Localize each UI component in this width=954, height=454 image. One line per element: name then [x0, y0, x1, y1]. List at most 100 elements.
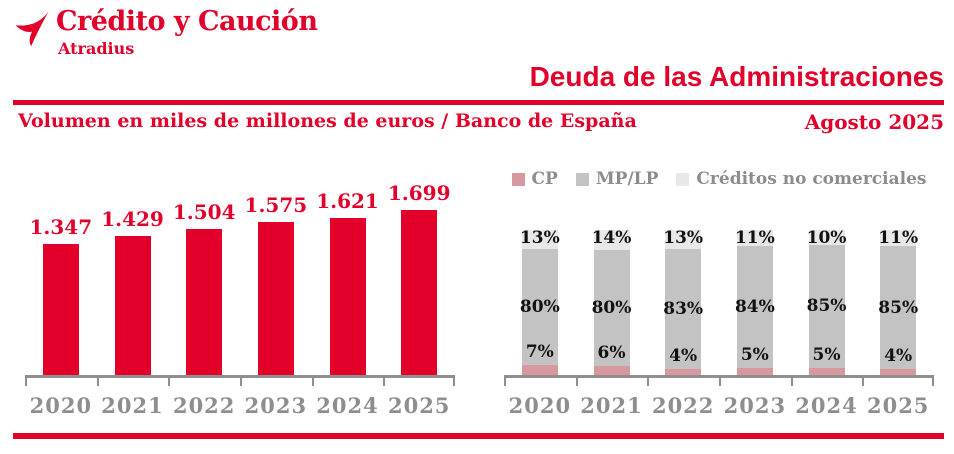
report-date: Agosto 2025	[804, 110, 944, 134]
pct-label-cp: 4%	[669, 346, 698, 367]
volume-bar	[329, 218, 366, 375]
pct-label-no-comerciales: 10%	[806, 228, 847, 248]
legend-swatch	[575, 172, 589, 186]
composition-bar-column: 11% 85% 4%	[862, 228, 934, 375]
volume-bar	[186, 229, 223, 375]
year-label: 2021	[580, 393, 643, 418]
composition-bar-column: 14% 80% 6%	[576, 228, 648, 375]
chart-subtitle: Volumen en miles de millones de euros / …	[18, 110, 637, 132]
composition-plot: 13% 80% 7% 14% 80% 6% 13% 83% 4% 11% 84% 5% 10% 85% 5%…	[504, 228, 934, 375]
axis-tick	[719, 378, 721, 386]
segment-mplp	[521, 248, 558, 365]
meta-row: Volumen en miles de millones de euros / …	[18, 110, 944, 134]
stacked-bar: 11% 85% 4%	[878, 228, 919, 375]
page-title: Deuda de las Administraciones	[529, 61, 944, 92]
segment-creditos	[521, 230, 558, 249]
pct-label-mplp: 85%	[878, 297, 919, 318]
composition-bar-column: 11% 84% 5%	[719, 228, 791, 375]
pct-label-no-comerciales: 11%	[734, 228, 775, 248]
pct-label-mplp: 80%	[519, 296, 560, 317]
composition-x-axis	[504, 375, 934, 388]
segment-creditos	[808, 230, 845, 245]
pct-label-cp: 4%	[884, 346, 913, 367]
volume-bar-column: 1.429	[97, 180, 169, 375]
year-label: 2021	[101, 393, 164, 418]
legend: CP MP/LP Créditos no comerciales	[504, 168, 934, 190]
composition-bar-column: 10% 85% 5%	[791, 228, 863, 375]
bar-value-label: 1.429	[101, 207, 164, 231]
axis-tick	[311, 378, 314, 386]
volume-bar	[257, 222, 294, 375]
year-label: 2022	[651, 393, 715, 418]
pct-label-cp: 5%	[812, 344, 841, 365]
axis-tick	[168, 378, 171, 386]
volume-x-labels: 2020 2021 2022 2023 2024 2025	[25, 393, 455, 418]
year-label: 2022	[172, 393, 236, 418]
axis-tick	[862, 378, 865, 386]
credito-y-caucion-logo-icon	[15, 11, 49, 47]
segment-mplp	[808, 244, 845, 368]
pct-label-cp: 7%	[525, 341, 554, 362]
axis-tick	[647, 378, 650, 386]
volume-plot: 1.347 1.429 1.504 1.575 1.621 1.699	[25, 180, 455, 375]
pct-label-mplp: 83%	[663, 299, 704, 320]
volume-bar	[42, 244, 79, 375]
logo-subtitle: Atradius	[58, 39, 135, 58]
pct-label-no-comerciales: 13%	[663, 228, 704, 248]
segment-cp	[880, 369, 917, 375]
pct-label-no-comerciales: 14%	[591, 228, 632, 248]
bar-value-label: 1.699	[387, 181, 451, 205]
volume-bar-column: 1.621	[312, 180, 384, 375]
segment-mplp	[736, 245, 773, 368]
volume-chart: 1.347 1.429 1.504 1.575 1.621 1.699 2020 2021 2…	[25, 180, 455, 418]
bar-value-label: 1.504	[172, 200, 236, 224]
bar-value-label: 1.621	[316, 189, 379, 213]
pct-label-cp: 5%	[740, 344, 769, 365]
logo: Crédito y Caución Atradius	[14, 6, 318, 58]
pct-label-no-comerciales: 13%	[519, 228, 560, 248]
volume-bar	[401, 210, 438, 375]
composition-chart: CP MP/LP Créditos no comerciales 13% 80% 7% 1…	[504, 168, 934, 418]
pct-label-mplp: 84%	[734, 296, 775, 317]
segment-creditos	[665, 230, 702, 249]
volume-bar-column: 1.504	[168, 180, 240, 375]
stacked-bar: 10% 85% 5%	[806, 228, 847, 375]
axis-tick	[790, 378, 793, 386]
legend-label: Créditos no comerciales	[696, 169, 927, 189]
year-label: 2023	[244, 393, 308, 418]
stacked-bar: 14% 80% 6%	[591, 228, 632, 375]
logo-title: Crédito y Caución	[56, 6, 318, 37]
year-label: 2025	[387, 393, 451, 418]
stacked-bar: 13% 83% 4%	[663, 228, 704, 375]
bar-value-label: 1.347	[29, 215, 93, 239]
axis-tick	[504, 378, 506, 386]
volume-bar-column: 1.347	[25, 180, 97, 375]
bar-value-label: 1.575	[244, 193, 308, 217]
segment-creditos	[593, 230, 630, 251]
legend-item: MP/LP	[575, 169, 658, 189]
volume-bar	[114, 236, 151, 375]
composition-x-labels: 2020 2021 2022 2023 2024 2025	[504, 393, 934, 418]
legend-swatch	[676, 172, 690, 186]
year-label: 2025	[866, 393, 930, 418]
year-label: 2020	[29, 393, 93, 418]
segment-cp	[808, 367, 845, 375]
segment-mplp	[665, 248, 702, 370]
year-label: 2020	[508, 393, 572, 418]
segment-creditos	[736, 230, 773, 246]
volume-bar-column: 1.575	[240, 180, 312, 375]
pct-label-mplp: 85%	[806, 296, 847, 317]
volume-x-axis	[25, 375, 455, 388]
year-label: 2023	[723, 393, 787, 418]
volume-bar-column: 1.699	[383, 180, 455, 375]
composition-bar-column: 13% 83% 4%	[647, 228, 719, 375]
segment-cp	[665, 369, 702, 375]
stacked-bar: 11% 84% 5%	[734, 228, 775, 375]
pct-label-cp: 6%	[597, 343, 626, 364]
pct-label-no-comerciales: 11%	[878, 228, 919, 248]
legend-item: CP	[511, 169, 558, 189]
legend-item: Créditos no comerciales	[676, 169, 926, 189]
segment-mplp	[880, 245, 917, 370]
year-label: 2024	[795, 393, 858, 418]
segment-cp	[521, 364, 558, 375]
